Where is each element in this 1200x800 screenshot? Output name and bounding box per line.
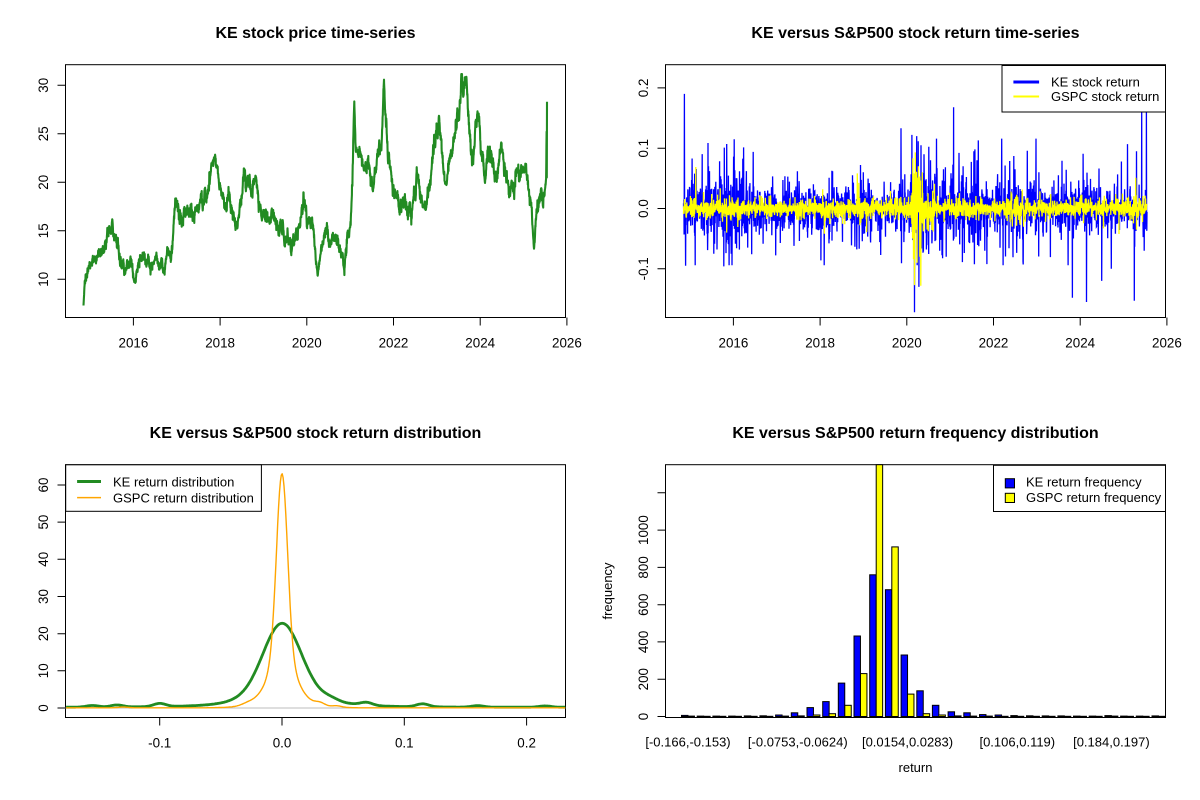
svg-text:20: 20 [36,626,51,641]
svg-text:-0.1: -0.1 [148,736,171,751]
svg-text:800: 800 [636,556,651,578]
svg-text:GSPC return frequency: GSPC return frequency [1026,490,1162,505]
svg-text:GSPC return distribution: GSPC return distribution [113,491,254,506]
svg-text:KE stock price time-series: KE stock price time-series [215,25,415,42]
svg-text:40: 40 [36,552,51,567]
svg-text:frequency: frequency [600,562,615,620]
svg-text:25: 25 [36,126,51,141]
svg-text:[0.0154,0.0283): [0.0154,0.0283) [862,735,953,750]
svg-text:2018: 2018 [205,336,235,351]
svg-text:2026: 2026 [1152,336,1182,351]
svg-text:15: 15 [36,223,51,238]
svg-text:KE versus S&P500 stock return: KE versus S&P500 stock return time-serie… [751,25,1079,42]
svg-text:50: 50 [36,515,51,530]
svg-text:2020: 2020 [292,336,322,351]
svg-text:60: 60 [36,478,51,493]
svg-text:2024: 2024 [465,336,495,351]
svg-text:KE versus S&P500 return freque: KE versus S&P500 return frequency distri… [732,425,1098,442]
svg-text:KE versus S&P500 stock return: KE versus S&P500 stock return distributi… [150,425,482,442]
svg-text:2024: 2024 [1065,336,1095,351]
svg-text:KE stock return: KE stock return [1051,75,1140,90]
svg-text:200: 200 [636,668,651,690]
svg-text:0.2: 0.2 [517,736,536,751]
svg-text:[0.184,0.197): [0.184,0.197) [1073,735,1150,750]
svg-text:return: return [899,760,933,775]
svg-text:10: 10 [36,272,51,287]
svg-text:2022: 2022 [979,336,1009,351]
svg-text:0.0: 0.0 [636,199,651,218]
svg-text:2016: 2016 [119,336,149,351]
svg-text:0.1: 0.1 [395,736,414,751]
svg-text:600: 600 [636,594,651,616]
svg-text:0: 0 [636,713,651,720]
svg-text:2022: 2022 [379,336,409,351]
svg-text:10: 10 [36,663,51,678]
svg-text:[0.106,0.119): [0.106,0.119) [979,735,1055,750]
svg-text:1000: 1000 [636,515,651,545]
svg-text:[-0.166,-0.153): [-0.166,-0.153) [645,735,730,750]
svg-text:0.1: 0.1 [636,139,651,158]
svg-text:400: 400 [636,631,651,653]
svg-text:2018: 2018 [805,336,835,351]
svg-text:KE return distribution: KE return distribution [113,475,234,490]
svg-text:2020: 2020 [892,336,922,351]
svg-text:0.2: 0.2 [636,79,651,98]
svg-text:0.0: 0.0 [273,736,292,751]
svg-text:GSPC stock return: GSPC stock return [1051,89,1159,104]
svg-text:KE return frequency: KE return frequency [1026,474,1142,489]
svg-text:0: 0 [36,704,51,711]
svg-text:-0.1: -0.1 [636,257,651,280]
svg-text:30: 30 [36,589,51,604]
svg-text:2016: 2016 [719,336,749,351]
svg-text:[-0.0753,-0.0624): [-0.0753,-0.0624) [748,735,848,750]
svg-text:2026: 2026 [552,336,582,351]
svg-text:20: 20 [36,175,51,190]
svg-text:30: 30 [36,78,51,93]
